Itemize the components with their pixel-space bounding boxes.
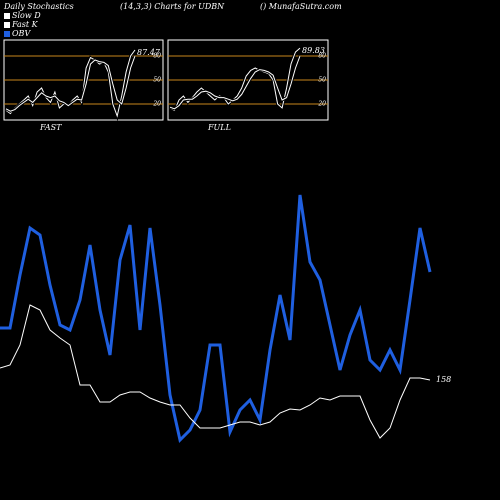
legend-swatch <box>4 13 10 19</box>
chart-subtitle: (14,3,3) Charts for UDBN <box>120 2 225 11</box>
y-tick-label: 20 <box>317 101 326 108</box>
legend-label: Slow D <box>12 11 41 20</box>
value-label: 89.83 <box>302 46 325 55</box>
y-tick-label: 50 <box>318 77 326 84</box>
source: () MunafaSutra.com <box>260 2 342 11</box>
legend-label: Fast K <box>11 20 39 29</box>
stoch-line-core <box>169 55 301 110</box>
y-tick-label: 50 <box>153 77 161 84</box>
value-label: 87.47 <box>137 48 161 57</box>
stoch-line <box>5 55 137 113</box>
legend-swatch <box>4 22 10 28</box>
legend-swatch <box>4 31 10 37</box>
panel-label: FAST <box>39 123 62 132</box>
panel-label: FULL <box>207 123 231 132</box>
price-line <box>0 304 431 439</box>
stoch-line-core <box>5 55 136 112</box>
value-label: 158 <box>436 375 451 384</box>
legend-label: OBV <box>12 29 31 38</box>
y-tick-label: 80 <box>318 53 326 60</box>
y-tick-label: 20 <box>152 101 161 108</box>
stoch-line <box>5 49 137 122</box>
obv-line <box>0 194 432 443</box>
y-tick-label: 80 <box>153 53 161 60</box>
stoch-line-core <box>5 49 136 118</box>
chart-title: Daily Stochastics <box>3 2 74 11</box>
